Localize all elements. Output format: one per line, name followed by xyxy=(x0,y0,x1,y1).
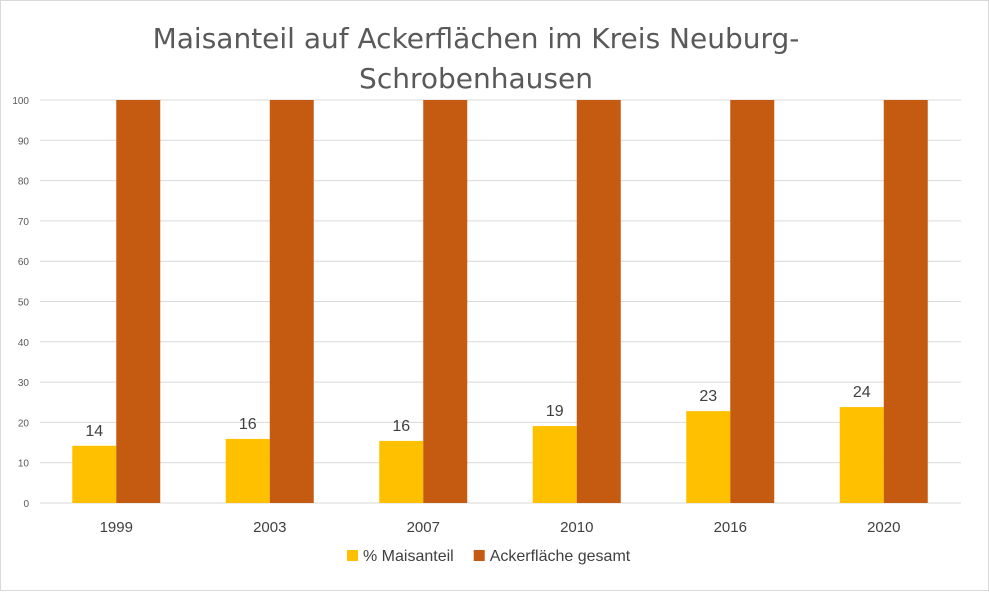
legend-swatch xyxy=(473,550,485,561)
x-tick-label: 2016 xyxy=(714,519,747,536)
data-label: 19 xyxy=(546,403,564,420)
bar-ackerflaeche-2020 xyxy=(883,100,928,503)
legend-swatch xyxy=(347,550,358,561)
data-label: 16 xyxy=(392,418,410,435)
bar-ackerflaeche-2010 xyxy=(576,100,621,503)
y-tick-label: 90 xyxy=(18,136,30,147)
data-label: 14 xyxy=(85,423,103,440)
y-tick-label: 40 xyxy=(18,338,30,349)
bar-maisanteil-1999 xyxy=(72,445,117,503)
bar-ackerflaeche-2007 xyxy=(423,100,468,503)
bar-ackerflaeche-1999 xyxy=(116,100,161,503)
y-tick-label: 50 xyxy=(18,298,30,309)
data-label: 23 xyxy=(699,388,717,405)
legend-label: % Maisanteil xyxy=(363,548,454,565)
bar-maisanteil-2010 xyxy=(532,426,577,503)
y-tick-label: 10 xyxy=(18,459,30,470)
x-tick-label: 2007 xyxy=(407,519,440,536)
bar-maisanteil-2020 xyxy=(839,407,884,503)
chart-title-line-2: Schrobenhausen xyxy=(359,62,593,95)
bar-ackerflaeche-2016 xyxy=(730,100,775,503)
legend-label: Ackerfläche gesamt xyxy=(490,548,631,565)
x-tick-label: 2010 xyxy=(560,519,593,536)
x-tick-label: 1999 xyxy=(100,519,133,536)
y-tick-label: 60 xyxy=(18,257,30,268)
y-tick-label: 20 xyxy=(18,418,30,429)
y-tick-label: 70 xyxy=(18,217,30,228)
bar-maisanteil-2016 xyxy=(686,411,731,503)
chart-title-line-1: Maisanteil auf Ackerflächen im Kreis Neu… xyxy=(152,22,800,55)
chart-title: Maisanteil auf Ackerflächen im Kreis Neu… xyxy=(1,19,951,99)
y-tick-label: 0 xyxy=(23,499,29,510)
bar-ackerflaeche-2003 xyxy=(269,100,314,503)
x-tick-label: 2003 xyxy=(253,519,286,536)
data-label: 16 xyxy=(239,416,257,433)
bar-maisanteil-2007 xyxy=(379,440,424,503)
y-tick-label: 100 xyxy=(12,96,29,107)
x-tick-label: 2020 xyxy=(867,519,900,536)
bar-maisanteil-2003 xyxy=(225,438,270,503)
y-tick-label: 30 xyxy=(18,378,30,389)
data-label: 24 xyxy=(853,384,871,401)
y-tick-label: 80 xyxy=(18,177,30,188)
